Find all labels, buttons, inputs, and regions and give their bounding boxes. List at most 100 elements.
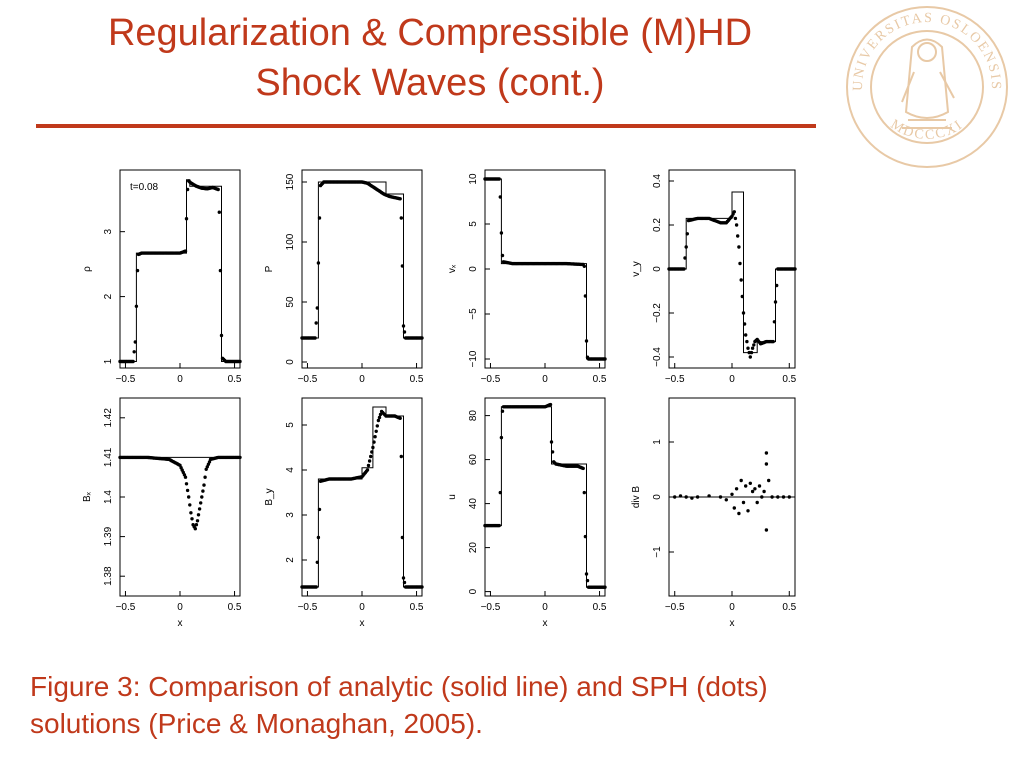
sph-point [216,187,220,192]
sph-point [131,359,135,364]
sph-point [402,330,407,334]
y-tick-label: −5 [468,308,479,320]
x-tick-label: 0.5 [593,374,607,385]
sph-point [739,278,743,282]
sph-point [317,216,322,220]
panel-5: −0.5 0 0.5 1.38 1.39 1.4 1.41 1.42 Bₓ x [82,397,242,629]
sph-point [133,340,137,344]
sph-point [549,440,554,444]
sph-point [734,487,739,491]
sph-point [684,495,688,499]
sph-point [377,415,382,420]
sph-point [184,217,189,221]
sph-point [678,494,683,498]
sph-point [315,560,319,564]
y-axis-label: Bₓ [82,491,93,502]
sph-point [376,418,381,423]
sph-point [746,346,750,350]
y-tick-label: 2 [103,293,114,299]
title-rule [36,124,816,128]
panel-3: −0.5 0 0.5 −10 −5 0 5 10 vₓ [447,169,607,385]
sph-point [548,402,553,407]
sph-point [550,450,555,454]
sph-point [365,468,370,472]
sph-point [762,489,766,494]
x-tick-label: 0 [542,374,548,385]
sph-point [498,195,502,199]
sph-point [767,478,771,483]
sph-point [201,489,205,493]
analytic-solution-line [485,406,605,588]
y-tick-label: 0 [285,359,296,365]
sph-point [732,210,736,214]
sph-point [733,216,738,221]
sph-point [603,585,607,589]
sph-point [203,475,207,479]
sph-point [135,268,140,273]
panel-4: −0.5 0 0.5 −0.4 −0.2 0 0.2 0.4 v_y [631,169,797,385]
sph-point [749,350,754,355]
panel-7: −0.5 0 0.5 0 20 40 60 80 u x [447,397,607,629]
sph-point [189,511,193,515]
sph-point [375,424,379,428]
sph-point [724,498,728,502]
sph-point [194,523,199,527]
sph-point [685,232,689,236]
sph-point [197,507,202,511]
sph-point [219,333,224,338]
x-tick-label: 0.5 [782,602,796,613]
sph-point [734,223,739,227]
sph-point [366,463,371,468]
sph-point [202,483,206,487]
sph-point [748,481,752,485]
x-tick-label: 0 [542,602,548,613]
sph-point [707,494,711,498]
panel-6: −0.5 0 0.5 2 3 4 5 B_yx [264,397,424,629]
sph-point [757,484,762,488]
caption-line-2: solutions (Price & Monaghan, 2005). [30,708,483,739]
y-tick-label: −0.2 [652,303,663,323]
sph-point [500,253,505,258]
x-tick-label: 0 [729,374,735,385]
sph-point [682,267,686,271]
y-tick-label: 0.2 [652,218,663,232]
sph-point [753,487,757,491]
sph-point [582,264,586,268]
y-tick-label: 0 [652,494,663,500]
x-tick-label: −0.5 [481,602,501,613]
caption-line-1: Figure 3: Comparison of analytic (solid … [30,671,768,702]
sph-point [371,445,375,450]
sph-point [373,435,377,439]
sph-point [741,500,746,505]
sph-point [314,585,318,589]
y-axis-label: ρ [82,266,93,272]
sph-point [316,261,321,265]
sph-point [750,489,755,494]
y-tick-label: 20 [468,542,479,554]
y-tick-label: 100 [285,233,296,250]
sph-point [420,336,424,340]
sph-point [736,234,740,238]
sph-point [183,475,188,479]
sph-point [497,177,501,181]
sph-point [585,578,590,583]
title-line-2: Shock Waves (cont.) [255,62,605,104]
y-tick-label: 0.4 [652,174,663,188]
sph-point [187,495,191,499]
sph-point [132,350,136,354]
y-tick-label: 0 [468,588,479,594]
y-axis-label: div B [631,486,642,509]
sph-point [583,534,588,539]
x-tick-label: −0.5 [665,602,685,613]
sph-point [402,580,407,585]
sph-point [684,245,688,249]
sph-point [500,409,505,413]
sph-point [401,324,406,328]
sph-point [399,454,403,459]
y-tick-label: −1 [652,546,663,558]
sph-point [603,357,607,361]
x-tick-label: −0.5 [665,374,685,385]
sph-point [134,304,139,308]
sph-point [316,535,321,540]
sph-point [398,416,402,420]
